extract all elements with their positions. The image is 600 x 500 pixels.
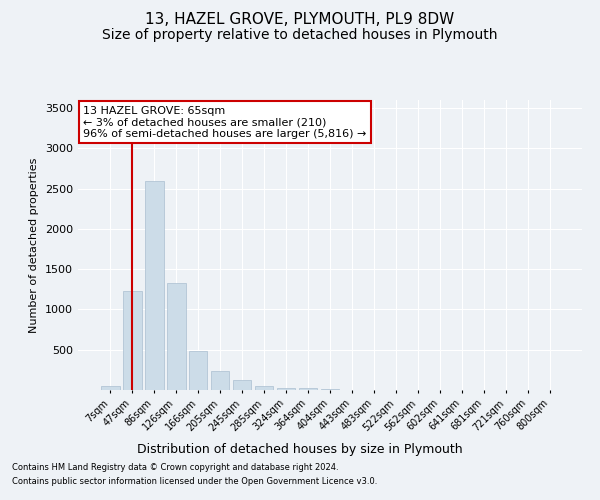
Bar: [277, 388, 295, 390]
Bar: [211, 372, 229, 390]
Bar: [299, 388, 317, 390]
Text: Size of property relative to detached houses in Plymouth: Size of property relative to detached ho…: [102, 28, 498, 42]
Text: Contains public sector information licensed under the Open Government Licence v3: Contains public sector information licen…: [12, 477, 377, 486]
Text: Contains HM Land Registry data © Crown copyright and database right 2024.: Contains HM Land Registry data © Crown c…: [12, 464, 338, 472]
Bar: [233, 380, 251, 390]
Bar: [123, 291, 142, 390]
Bar: [255, 386, 274, 390]
Text: 13, HAZEL GROVE, PLYMOUTH, PL9 8DW: 13, HAZEL GROVE, PLYMOUTH, PL9 8DW: [145, 12, 455, 28]
Bar: [167, 283, 185, 390]
Bar: [320, 389, 340, 390]
Text: Distribution of detached houses by size in Plymouth: Distribution of detached houses by size …: [137, 442, 463, 456]
Text: 13 HAZEL GROVE: 65sqm
← 3% of detached houses are smaller (210)
96% of semi-deta: 13 HAZEL GROVE: 65sqm ← 3% of detached h…: [83, 106, 367, 139]
Bar: [189, 350, 208, 390]
Bar: [145, 182, 164, 390]
Y-axis label: Number of detached properties: Number of detached properties: [29, 158, 40, 332]
Bar: [101, 386, 119, 390]
